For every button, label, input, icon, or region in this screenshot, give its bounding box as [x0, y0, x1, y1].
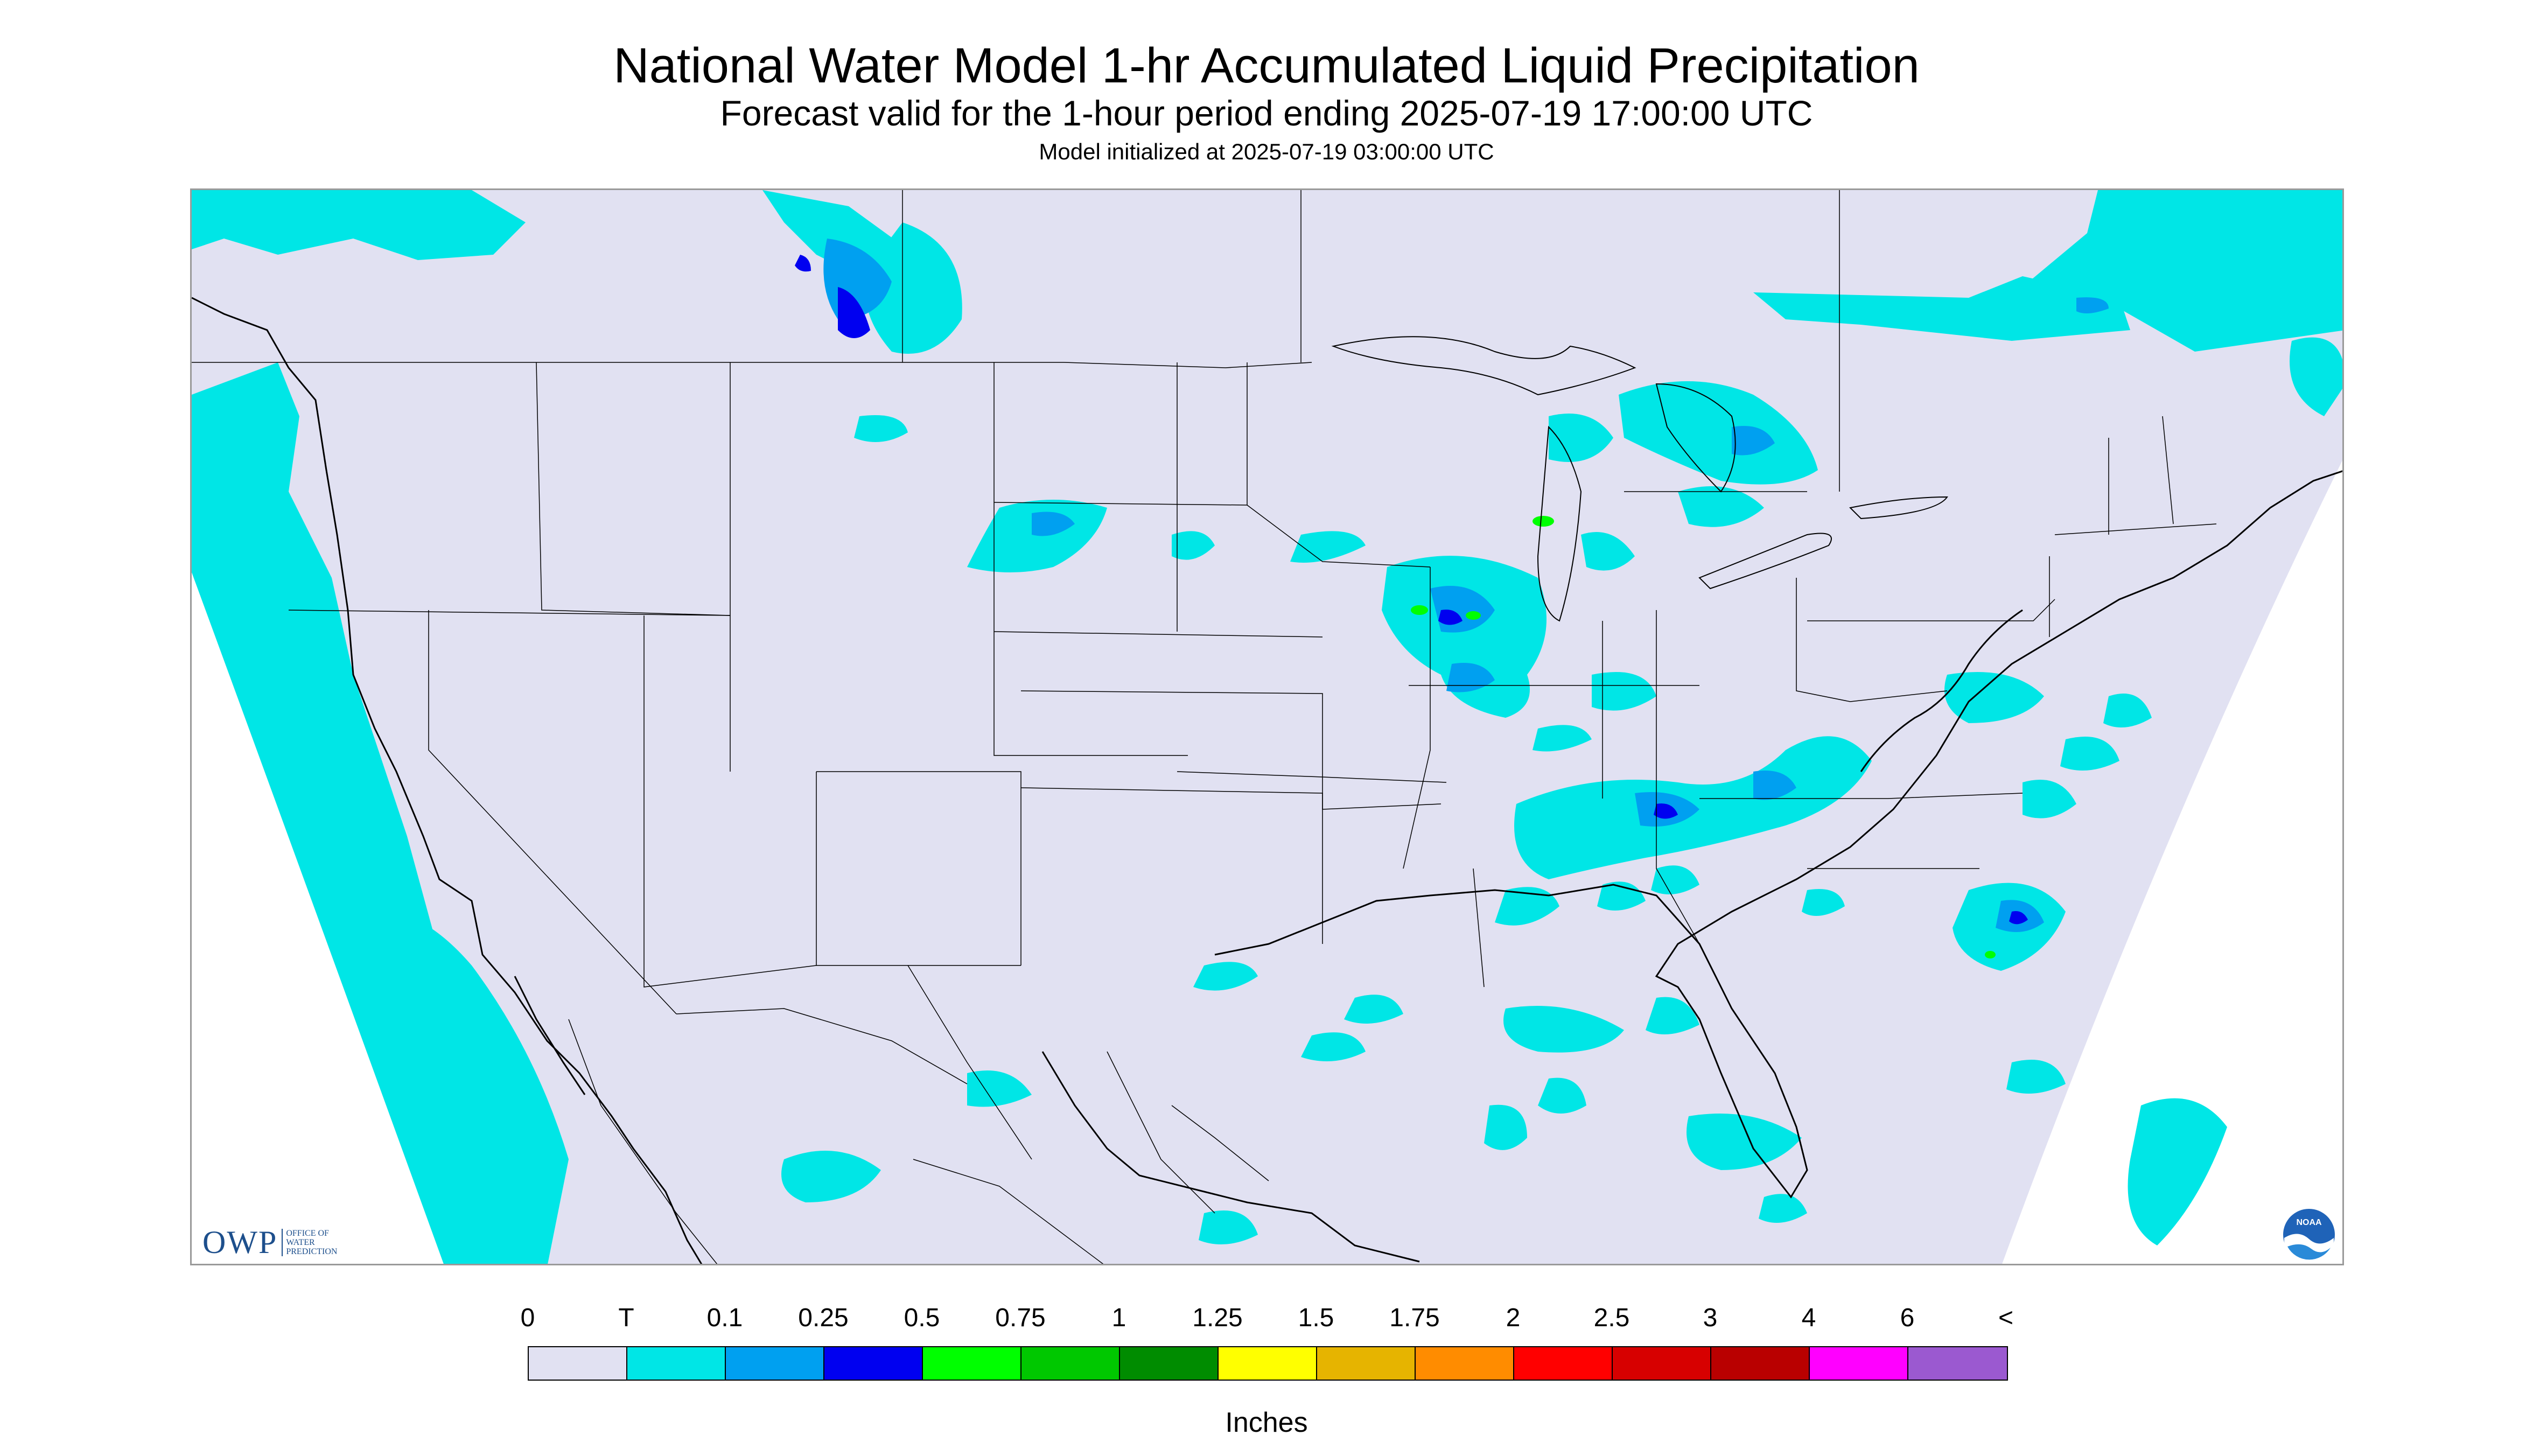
legend-swatch — [1021, 1347, 1120, 1380]
coastlines — [192, 297, 2342, 1264]
legend-swatch — [1711, 1347, 1810, 1380]
legend-swatch — [1908, 1347, 2007, 1380]
legend-swatch — [1120, 1347, 1219, 1380]
legend-tick-label: 2 — [1506, 1304, 1521, 1332]
legend-swatch — [1317, 1347, 1416, 1380]
legend-swatch — [529, 1347, 627, 1380]
noaa-logo-text: NOAA — [2296, 1218, 2322, 1227]
legend-tick-label: 6 — [1900, 1304, 1915, 1332]
map-canvas — [192, 190, 2342, 1264]
legend-tick-label: 0.1 — [706, 1304, 743, 1332]
legend-swatch — [1810, 1347, 1908, 1380]
legend-swatch — [627, 1347, 726, 1380]
owp-sub-line: OFFICE OF — [286, 1229, 329, 1238]
legend-tick-label: 1 — [1111, 1304, 1126, 1332]
legend-swatch — [1514, 1347, 1613, 1380]
legend-tick-label: 3 — [1703, 1304, 1718, 1332]
owp-sub-line: WATER — [286, 1238, 315, 1247]
legend-tick-label: 2.5 — [1593, 1304, 1630, 1332]
legend-swatch — [726, 1347, 824, 1380]
legend-tick-label: 1.75 — [1389, 1304, 1440, 1332]
legend-swatch — [1416, 1347, 1514, 1380]
legend-tick-label: 0.25 — [798, 1304, 849, 1332]
legend-tick-label: < — [1998, 1304, 2014, 1332]
legend-units: Inches — [1225, 1407, 1308, 1438]
legend-tick-label: 4 — [1801, 1304, 1816, 1332]
owp-wordmark: OWP — [202, 1224, 278, 1260]
precip-heavy-areas — [1411, 516, 1996, 958]
owp-sub-line: PREDICTION — [286, 1247, 338, 1256]
precip-legend-colorbar — [528, 1346, 2008, 1381]
legend-swatch — [1613, 1347, 1711, 1380]
precip-trace-areas — [192, 190, 2342, 1264]
state-borders — [192, 190, 2217, 1264]
forecast-valid-subtitle: Forecast valid for the 1-hour period end… — [720, 93, 1813, 133]
model-init-time: Model initialized at 2025-07-19 03:00:00… — [1039, 139, 1494, 164]
owp-logo: OWP OFFICE OF WATER PREDICTION — [202, 1224, 337, 1261]
legend-swatch — [1219, 1347, 1317, 1380]
map-title: National Water Model 1-hr Accumulated Li… — [613, 38, 1920, 93]
legend-tick-label: 1.25 — [1192, 1304, 1243, 1332]
legend-tick-label: 1.5 — [1298, 1304, 1334, 1332]
precip-moderate-areas — [795, 255, 2028, 925]
legend-swatch — [824, 1347, 923, 1380]
legend-swatch — [923, 1347, 1021, 1380]
legend-tick-label: 0 — [520, 1304, 535, 1332]
legend-tick-label: 0.5 — [904, 1304, 940, 1332]
precipitation-map[interactable]: OWP OFFICE OF WATER PREDICTION NOAA — [190, 188, 2344, 1265]
owp-subtext: OFFICE OF WATER PREDICTION — [282, 1229, 337, 1256]
great-lakes — [1331, 336, 1948, 622]
legend-tick-label: T — [618, 1304, 634, 1332]
legend-tick-label: 0.75 — [995, 1304, 1046, 1332]
